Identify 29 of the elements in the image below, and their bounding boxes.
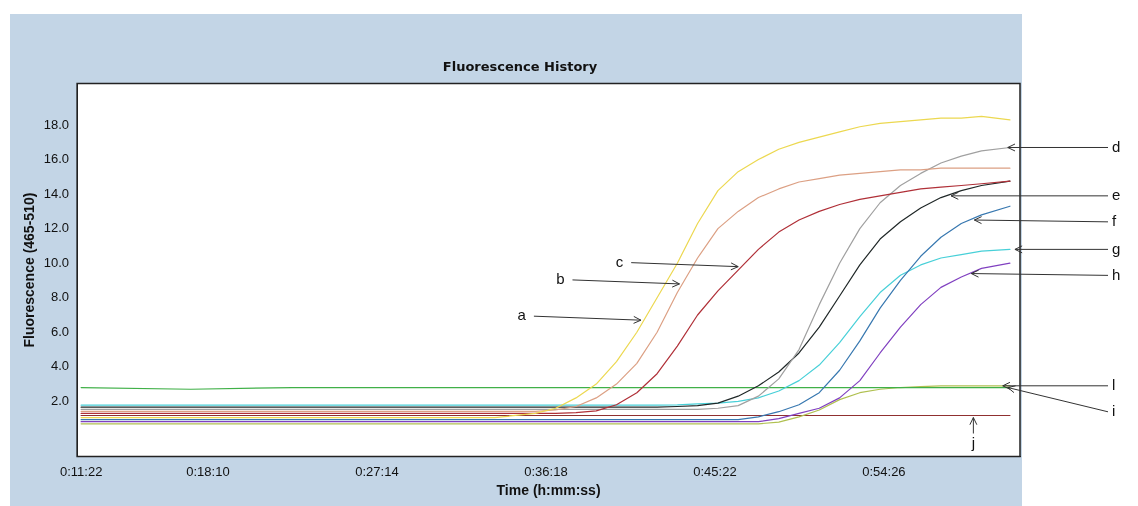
x-tick-label: 0:36:18 — [524, 463, 568, 479]
annotation: i — [1112, 401, 1116, 419]
annotation: f — [1112, 211, 1117, 229]
y-tick-label: 12.0 — [43, 220, 70, 236]
x-tick-label: 0:27:14 — [355, 463, 399, 479]
x-tick-label: 0:45:22 — [693, 463, 737, 479]
annotation: g — [1112, 239, 1121, 257]
y-tick-label: 2.0 — [51, 392, 70, 408]
x-axis-title: Time (h:mm:ss) — [496, 482, 601, 499]
annotation: c — [615, 252, 624, 270]
chart-title: Fluorescence History — [442, 59, 598, 75]
y-tick-label: 18.0 — [43, 116, 70, 132]
y-axis-title: Fluorescence (465-510) — [21, 192, 38, 348]
x-tick-label: 0:18:10 — [186, 463, 230, 479]
x-tick-label: 0:54:26 — [862, 463, 906, 479]
y-tick-label: 4.0 — [51, 358, 70, 374]
annotation: e — [1112, 185, 1121, 203]
y-tick-label: 14.0 — [43, 185, 70, 201]
annotation: d — [1112, 137, 1121, 155]
annotation: h — [1112, 265, 1121, 283]
annotation: l — [1112, 375, 1116, 393]
y-tick-label: 10.0 — [43, 254, 70, 270]
annotation: j — [970, 433, 976, 451]
y-tick-label: 16.0 — [43, 151, 70, 167]
annotation: b — [556, 270, 565, 288]
y-tick-label: 8.0 — [51, 289, 70, 305]
x-tick-label: 0:11:22 — [59, 463, 103, 479]
annotation: a — [517, 306, 527, 324]
y-tick-label: 6.0 — [51, 323, 70, 339]
